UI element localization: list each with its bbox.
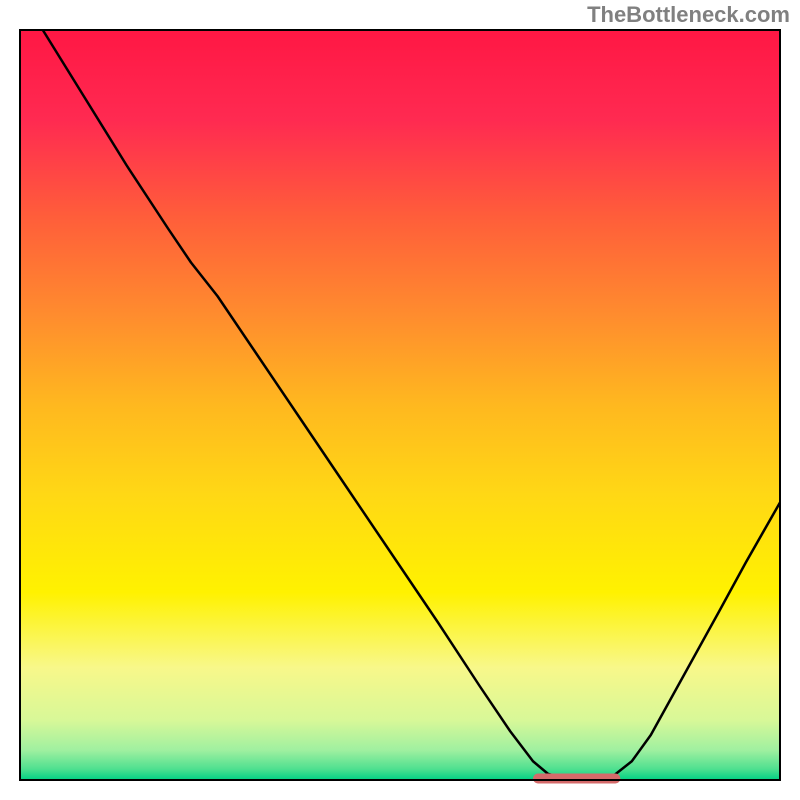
plot-background [20,30,780,780]
chart-container: TheBottleneck.com [0,0,800,800]
watermark-text: TheBottleneck.com [587,2,790,28]
chart-svg [0,0,800,800]
optimal-range-marker [533,774,620,784]
